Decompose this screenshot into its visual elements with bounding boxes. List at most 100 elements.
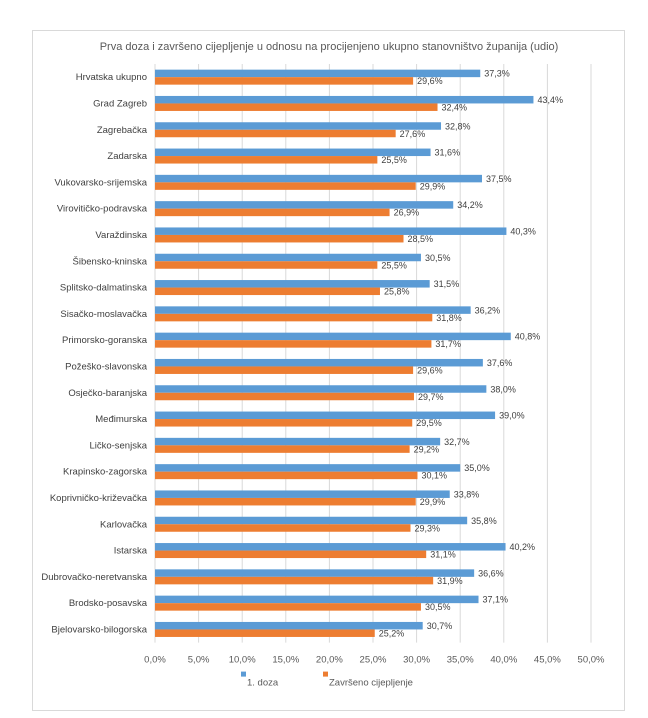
category-label: Vukovarsko-srijemska — [54, 177, 147, 188]
bar-zavrseno — [155, 603, 421, 611]
bar-prva-doza — [155, 490, 450, 498]
bar-zavrseno — [155, 471, 418, 480]
x-tick-label: 5,0% — [188, 655, 210, 666]
bar-zavrseno — [155, 208, 390, 217]
category-label: Splitsko-dalmatinska — [60, 283, 148, 294]
data-label: 33,8% — [454, 489, 480, 499]
bar-prva-doza — [155, 516, 468, 525]
data-label: 29,7% — [418, 392, 444, 402]
data-label: 29,6% — [417, 365, 443, 375]
labels-layer: 37,3% 29,6% 43,4% 32,4% 32,8% 27,6% 31,6% 25,5%… — [379, 69, 563, 639]
data-label: 31,1% — [430, 550, 456, 560]
bar-zavrseno — [155, 629, 375, 637]
data-label: 25,8% — [384, 287, 410, 297]
bar-zavrseno — [155, 313, 433, 322]
category-label: Šibensko-kninska — [73, 256, 148, 267]
bar-zavrseno — [155, 287, 380, 296]
data-label: 37,1% — [483, 595, 509, 605]
data-label: 31,6% — [435, 148, 461, 158]
bar-prva-doza — [155, 543, 506, 551]
bar-prva-doza — [155, 174, 482, 183]
data-label: 37,6% — [487, 358, 513, 368]
data-label: 25,5% — [381, 155, 407, 165]
bar-zavrseno — [155, 550, 427, 559]
bar-zavrseno — [155, 234, 404, 243]
data-label: 37,3% — [484, 69, 510, 79]
data-label: 40,2% — [510, 542, 536, 552]
bar-zavrseno — [155, 366, 414, 374]
category-label: Zadarska — [107, 151, 147, 162]
bar-zavrseno — [155, 340, 432, 348]
data-label: 29,9% — [420, 497, 446, 507]
bar-zavrseno — [155, 576, 434, 585]
bar-prva-doza — [155, 411, 496, 420]
x-tick-label: 15,0% — [272, 655, 299, 666]
data-label: 38,0% — [490, 384, 516, 394]
bar-prva-doza — [155, 69, 481, 78]
bar-prva-doza — [155, 464, 461, 472]
bar-zavrseno — [155, 129, 396, 138]
axis-layer: 0,0% 5,0% 10,0% 15,0% 20,0% 25,0% 30,0% 35,0% 40… — [41, 72, 605, 665]
data-label: 37,5% — [486, 174, 512, 184]
data-label: 32,7% — [444, 437, 470, 447]
category-label: Brodsko-posavska — [69, 598, 148, 609]
bar-zavrseno — [155, 103, 438, 111]
bar-prva-doza — [155, 122, 442, 130]
bar-zavrseno — [155, 156, 378, 164]
data-label: 27,6% — [400, 129, 426, 139]
data-label: 43,4% — [537, 95, 563, 105]
data-label: 35,0% — [464, 463, 490, 473]
data-label: 25,2% — [379, 628, 405, 638]
bar-prva-doza — [155, 306, 471, 314]
bar-zavrseno — [155, 182, 416, 190]
category-label: Krapinsko-zagorska — [63, 467, 148, 478]
bar-zavrseno — [155, 497, 416, 506]
legend-swatch — [241, 671, 246, 677]
bar-zavrseno — [155, 261, 378, 269]
category-label: Virovitičko-podravska — [57, 204, 148, 215]
data-label: 29,3% — [414, 523, 440, 533]
bars-layer — [155, 69, 534, 637]
x-tick-label: 30,0% — [403, 655, 430, 666]
bar-zavrseno — [155, 524, 411, 532]
bar-prva-doza — [155, 437, 441, 446]
bar-prva-doza — [155, 253, 421, 262]
x-tick-label: 45,0% — [534, 655, 561, 666]
data-label: 40,8% — [515, 332, 541, 342]
category-label: Istarska — [114, 546, 148, 557]
x-tick-label: 10,0% — [229, 655, 256, 666]
bar-zavrseno — [155, 445, 410, 453]
bar-prva-doza — [155, 201, 454, 209]
data-label: 32,4% — [442, 102, 468, 112]
category-label: Bjelovarsko-bilogorska — [51, 624, 147, 635]
bar-prva-doza — [155, 95, 534, 104]
legend-label: 1. doza — [247, 678, 279, 689]
legend-swatch — [323, 671, 328, 677]
data-label: 29,9% — [420, 181, 446, 191]
x-tick-label: 0,0% — [144, 655, 166, 666]
bar-zavrseno — [155, 392, 414, 401]
data-label: 36,6% — [478, 568, 504, 578]
category-label: Dubrovačko-neretvanska — [41, 572, 147, 583]
data-label: 29,6% — [417, 76, 443, 86]
category-label: Požeško-slavonska — [65, 361, 148, 372]
category-label: Primorsko-goranska — [62, 335, 148, 346]
x-tick-label: 20,0% — [316, 655, 343, 666]
category-label: Karlovačka — [100, 519, 148, 530]
bar-prva-doza — [155, 595, 479, 604]
data-label: 30,5% — [425, 602, 451, 612]
bar-prva-doza — [155, 280, 430, 288]
bar-zavrseno — [155, 77, 414, 85]
bar-prva-doza — [155, 569, 475, 577]
data-label: 30,5% — [425, 253, 451, 263]
bar-prva-doza — [155, 385, 487, 393]
data-label: 28,5% — [408, 234, 434, 244]
data-label: 34,2% — [457, 200, 483, 210]
data-label: 29,5% — [416, 418, 442, 428]
category-label: Grad Zagreb — [93, 98, 147, 109]
data-label: 32,8% — [445, 121, 471, 131]
x-tick-label: 35,0% — [447, 655, 474, 666]
category-label: Međimurska — [95, 414, 147, 425]
x-tick-label: 40,0% — [490, 655, 517, 666]
data-label: 31,5% — [434, 279, 460, 289]
